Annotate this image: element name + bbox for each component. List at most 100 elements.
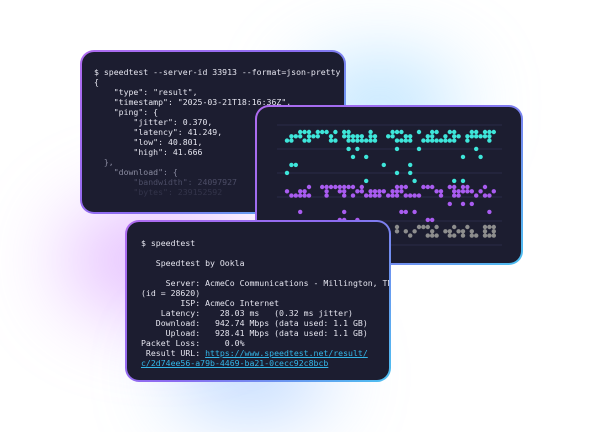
result-url-link[interactable]: c/2d74ee56-a79b-4469-ba21-0cecc92c8bcb [141,358,329,368]
dot [306,138,312,143]
dot [438,138,444,143]
dot [315,134,320,139]
dot [342,134,347,139]
json-line: }, [94,157,114,167]
dot [447,229,452,234]
dot [364,154,369,160]
dot [456,229,461,234]
dot [416,129,422,135]
dot [293,193,298,198]
dot [416,224,422,230]
dot [447,129,452,135]
dot [478,154,483,160]
dot [469,189,474,194]
dot [381,189,386,194]
dot [425,233,430,238]
dot [403,229,408,234]
dot [469,233,474,238]
dot [460,233,466,238]
dot [408,134,413,139]
json-line: "latency": 41.249, [94,127,223,137]
json-line: "low": 40.801, [94,137,203,147]
dot [487,224,492,230]
dot [460,201,466,207]
dot [482,184,488,190]
dot [482,129,488,135]
dot [425,134,430,139]
dot [346,134,351,139]
dot [465,184,470,190]
dot [438,189,444,194]
dot [487,233,492,238]
dot [412,229,417,234]
dot [350,154,356,160]
dot [447,201,452,207]
dot [337,189,342,194]
dot [359,189,364,194]
dot [394,129,400,135]
result-url-link[interactable]: https://www.speedtest.net/result/ [205,348,368,358]
json-line: "jitter": 0.370, [94,117,213,127]
dot [447,184,452,190]
dot [377,193,382,198]
dot [355,146,360,152]
brand-line: Speedtest by Ookla [141,258,245,268]
dot [284,189,290,194]
dot [381,162,386,168]
dot [443,138,448,143]
dot [434,189,439,194]
dot [408,233,413,238]
dot [337,184,342,190]
dot [474,134,479,139]
dot [434,224,439,230]
dot [342,189,347,194]
dot [452,189,457,194]
dot [342,209,347,215]
dot [372,189,378,194]
dot [425,217,430,223]
dot [403,134,408,139]
dot [346,146,351,152]
dot [298,129,303,135]
json-command: $ speedtest --server-id 33913 --format=j… [94,67,341,77]
dot [394,189,400,194]
dot [430,217,435,223]
dot [284,138,290,143]
dot [430,229,435,234]
dot [403,193,408,198]
dot [394,170,400,176]
dot [456,134,461,139]
dot [333,138,338,143]
dot [412,209,417,215]
dot [452,233,457,238]
dot [434,129,439,135]
dot [359,138,364,143]
dot [324,193,329,198]
dot [372,134,378,139]
dot [469,229,474,234]
dot [346,138,351,143]
dot [399,138,404,143]
dot [443,229,448,234]
dot [390,193,395,198]
dot [430,134,435,139]
dot [474,146,479,152]
dot [324,184,329,190]
dot [421,184,426,190]
dot [447,233,452,238]
dot [355,134,360,139]
dot [302,129,307,135]
dot [386,193,391,198]
dot [324,189,329,194]
dot [403,138,408,143]
dot [430,138,435,143]
dot [302,189,307,194]
dot [403,184,408,190]
dot [487,129,492,135]
dot [465,189,470,194]
dot [487,193,492,198]
dot [465,134,470,139]
json-line: "bandwidth": 24097927 [94,177,237,187]
dot [306,129,312,135]
dot [412,178,417,184]
